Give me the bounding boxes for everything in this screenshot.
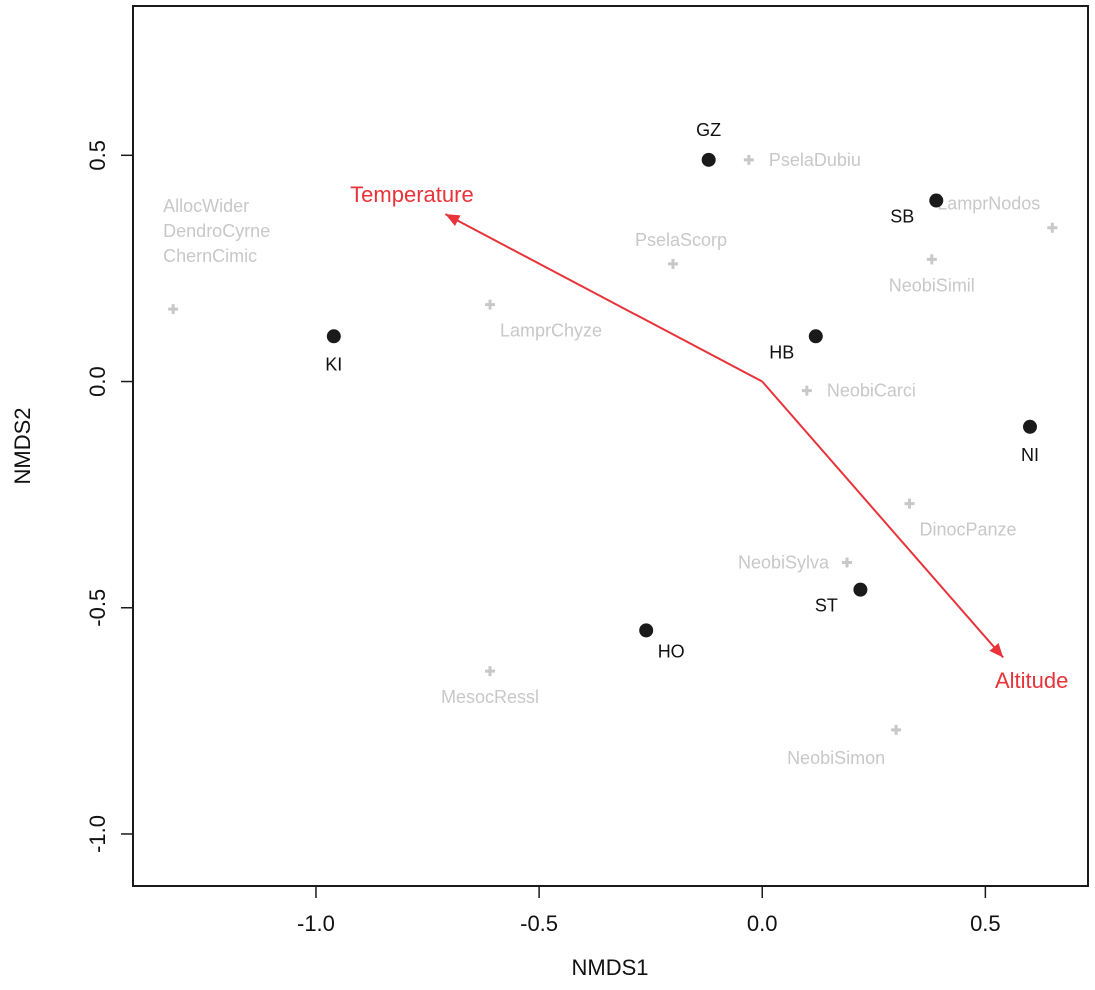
x-axis-title: NMDS1	[571, 955, 648, 980]
vector-label: Altitude	[995, 668, 1068, 693]
site-marker	[929, 193, 944, 208]
site-label: HO	[658, 641, 685, 661]
site-label: HB	[769, 342, 794, 362]
site-marker	[326, 329, 341, 344]
species-marker	[1047, 222, 1058, 233]
species-label: LamprChyze	[500, 321, 602, 341]
species-marker	[842, 557, 853, 568]
species-label: PselaScorp	[635, 230, 727, 250]
species-label: ChernCimic	[163, 246, 257, 266]
species-marker	[926, 254, 937, 265]
species-label: DendroCyrne	[163, 221, 270, 241]
site-label: GZ	[696, 120, 721, 140]
species-marker	[801, 385, 812, 396]
species-marker	[904, 498, 915, 509]
species-label: NeobiSylva	[738, 553, 830, 573]
site-marker	[853, 582, 868, 597]
species-marker	[485, 666, 496, 677]
site-label: SB	[890, 207, 914, 227]
site-marker	[1022, 419, 1037, 434]
y-tick-label: 0.5	[85, 140, 110, 171]
species-label: MesocRessl	[441, 687, 539, 707]
vector-arrow-line	[761, 380, 1004, 659]
species-label: LamprNodos	[937, 194, 1040, 214]
species-label: NeobiCarci	[827, 381, 916, 401]
species-points: PselaDubiu LamprNodos NeobiSimil PselaScorp…	[163, 150, 1058, 768]
species-marker	[667, 258, 678, 269]
site-marker	[808, 329, 823, 344]
vector-arrow-line	[444, 213, 763, 383]
x-axis: -1.0 -0.5 0.0 0.5	[297, 886, 1001, 936]
arrowhead-icon	[989, 643, 1004, 658]
site-marker	[639, 623, 654, 638]
site-label: NI	[1021, 445, 1039, 465]
x-tick-label: -1.0	[297, 911, 335, 936]
environmental-vectors: Temperature Altitude	[350, 182, 1068, 693]
species-label: DinocPanze	[919, 520, 1016, 540]
species-label: PselaDubiu	[769, 150, 861, 170]
y-axis: -1.0 -0.5 0.0 0.5	[85, 140, 133, 853]
site-points: GZ SB KI HB NI ST HO	[325, 120, 1039, 662]
species-marker	[485, 299, 496, 310]
species-label: NeobiSimil	[889, 275, 975, 295]
species-label: AllocWider	[163, 196, 249, 216]
x-tick-label: 0.0	[747, 911, 778, 936]
site-marker	[701, 152, 716, 167]
species-marker	[891, 724, 902, 735]
x-tick-label: 0.5	[970, 911, 1001, 936]
site-label: KI	[325, 354, 342, 374]
plot-frame	[132, 5, 1089, 887]
species-marker	[168, 304, 179, 315]
species-marker	[743, 154, 754, 165]
x-tick-label: -0.5	[520, 911, 558, 936]
arrowhead-icon	[445, 214, 461, 226]
vector-label: Temperature	[350, 182, 474, 207]
y-axis-title: NMDS2	[10, 407, 35, 484]
y-tick-label: 0.0	[85, 366, 110, 397]
y-tick-label: -0.5	[85, 589, 110, 627]
species-label: NeobiSimon	[787, 748, 885, 768]
site-label: ST	[815, 596, 838, 616]
y-tick-label: -1.0	[85, 815, 110, 853]
